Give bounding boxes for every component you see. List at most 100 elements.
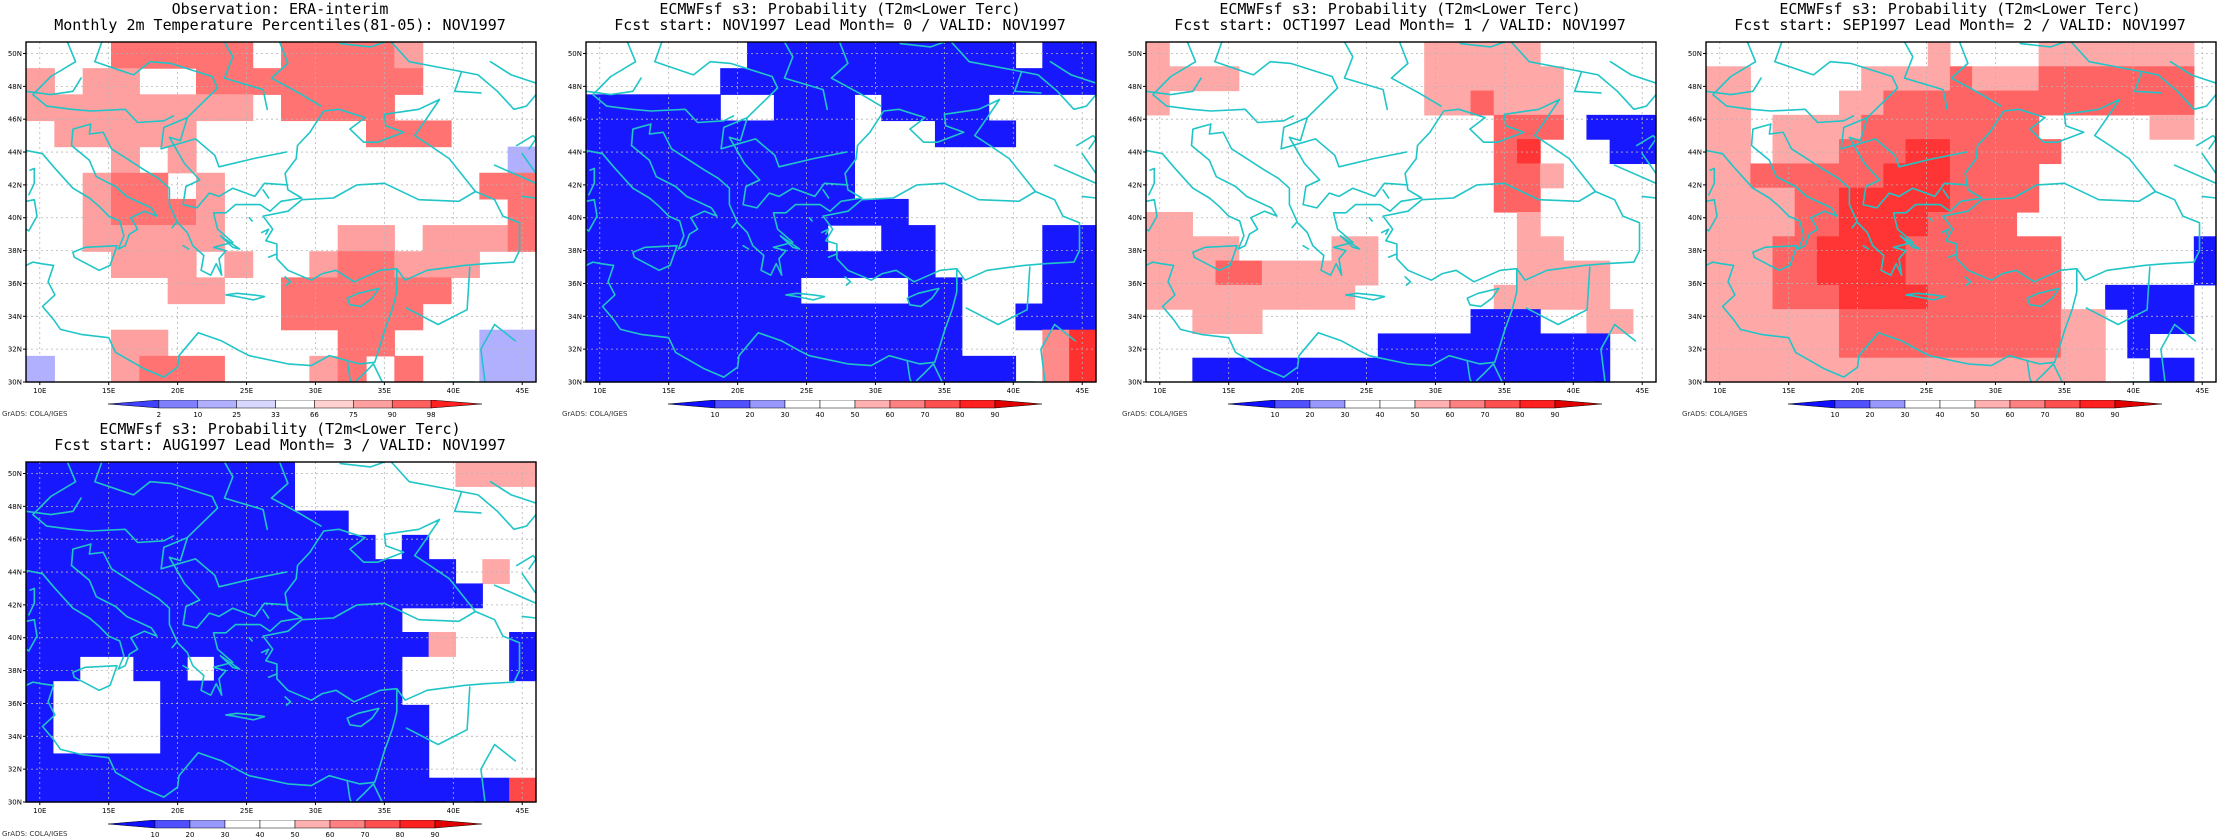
- lon-tick-label: 40E: [447, 807, 460, 815]
- lat-tick-label: 38N: [8, 247, 22, 255]
- coastline: [1706, 198, 1718, 232]
- grid-cell: [309, 42, 339, 69]
- coastline: [2160, 323, 2197, 382]
- grid-cell: [1927, 187, 1951, 213]
- grid-cell: [82, 68, 112, 95]
- grid-cell: [1883, 66, 1907, 92]
- grid-cell: [1972, 309, 1995, 335]
- grid-cell: [881, 68, 909, 95]
- grid-cell: [366, 225, 395, 252]
- colorbar-label: 30: [1341, 411, 1350, 419]
- lon-tick-label: 15E: [1782, 387, 1795, 395]
- grid-cell: [348, 753, 376, 779]
- lat-tick-label: 44N: [1688, 149, 1702, 157]
- coastline: [267, 673, 278, 678]
- grid-cell: [187, 534, 215, 560]
- grid-cell: [267, 729, 296, 755]
- colorbar-label: 90: [991, 411, 1000, 419]
- coastline: [1148, 167, 1156, 196]
- colorbar-swatch: [1904, 400, 1941, 409]
- coastline: [225, 712, 266, 721]
- colorbar-swatch: [434, 820, 483, 829]
- colorbar-swatch: [959, 400, 996, 409]
- grid-cell: [1994, 66, 2018, 92]
- grid-cell: [2016, 187, 2040, 213]
- lat-tick-label: 48N: [8, 503, 22, 511]
- lat-tick-label: 40N: [1128, 214, 1142, 222]
- grid-cell: [1750, 357, 1774, 383]
- grid-cell: [366, 68, 395, 95]
- coastline: [1510, 42, 1602, 94]
- grid-cell: [827, 68, 856, 95]
- grid-cell: [1354, 357, 1379, 383]
- grid-cell: [2060, 309, 2084, 335]
- colorbar-swatch: [2044, 400, 2081, 409]
- grid-cell: [401, 704, 430, 730]
- map-panel-lead3: ECMWFsf s3: Probability (T2m<Lower Terc)…: [0, 420, 560, 840]
- grid-cell: [482, 777, 510, 803]
- grid-cell: [1905, 309, 1929, 335]
- coastline: [2070, 42, 2162, 94]
- grid-cell: [1839, 90, 1862, 116]
- colorbar-swatch: [749, 400, 786, 409]
- grid-cell: [52, 777, 81, 803]
- grid-cell: [213, 462, 242, 487]
- grid-cell: [1883, 139, 1907, 165]
- lon-tick-label: 20E: [1291, 387, 1304, 395]
- grid-cell: [2016, 236, 2040, 262]
- coastline: [521, 572, 536, 595]
- grid-cell: [720, 225, 748, 252]
- colorbar-swatch: [714, 400, 751, 409]
- grid-cell: [240, 753, 269, 779]
- coastline: [1368, 216, 1373, 222]
- grid-cell: [720, 68, 748, 95]
- grid-cell: [240, 777, 269, 803]
- grid-cell: [79, 583, 108, 609]
- grid-cell: [1905, 357, 1929, 383]
- grid-cell: [1706, 90, 1729, 116]
- coastline: [950, 42, 1042, 94]
- grid-cell: [394, 303, 424, 331]
- coastline: [248, 636, 253, 642]
- grid-cell: [1632, 114, 1657, 140]
- grid-cell: [988, 355, 1017, 383]
- grid-cell: [321, 656, 349, 682]
- grid-cell: [309, 277, 339, 305]
- grid-cell: [337, 225, 367, 252]
- grid-cell: [1861, 309, 1884, 335]
- lat-tick-label: 38N: [8, 667, 22, 675]
- lon-tick-label: 15E: [1222, 387, 1235, 395]
- lat-tick-label: 46N: [1128, 116, 1142, 124]
- grid-cell: [348, 559, 376, 585]
- grid-cell: [348, 632, 376, 657]
- coastline: [1380, 228, 1390, 235]
- grid-cell: [2016, 333, 2040, 359]
- grid-cell: [294, 534, 322, 560]
- grid-cell: [1994, 139, 2018, 165]
- map-panel-lead1: ECMWFsf s3: Probability (T2m<Lower Terc)…: [1120, 0, 1680, 420]
- grid-cell: [1816, 260, 1840, 286]
- grid-cell: [1772, 187, 1796, 213]
- grid-cell: [482, 559, 510, 585]
- coastline: [1706, 77, 1762, 96]
- grid-cell: [82, 94, 112, 122]
- grid-cell: [773, 251, 802, 278]
- grid-cell: [1238, 284, 1263, 310]
- grid-cell: [1470, 357, 1495, 383]
- coastline: [248, 216, 253, 222]
- grid-cell: [187, 462, 215, 487]
- grid-cell: [1540, 333, 1564, 359]
- lon-tick-label: 10E: [33, 387, 46, 395]
- colorbar-swatch: [391, 400, 432, 409]
- grid-cell: [881, 198, 909, 226]
- lat-tick-label: 32N: [8, 346, 22, 354]
- grid-cell: [800, 120, 829, 148]
- grid-cell: [1493, 139, 1518, 165]
- grid-cell: [1586, 114, 1611, 140]
- grid-cell: [2016, 163, 2040, 189]
- lat-tick-label: 34N: [568, 313, 582, 321]
- grid-cell: [2171, 309, 2195, 335]
- grid-cell: [394, 355, 424, 383]
- colorbar-swatch: [2079, 400, 2116, 409]
- grid-cell: [26, 94, 55, 122]
